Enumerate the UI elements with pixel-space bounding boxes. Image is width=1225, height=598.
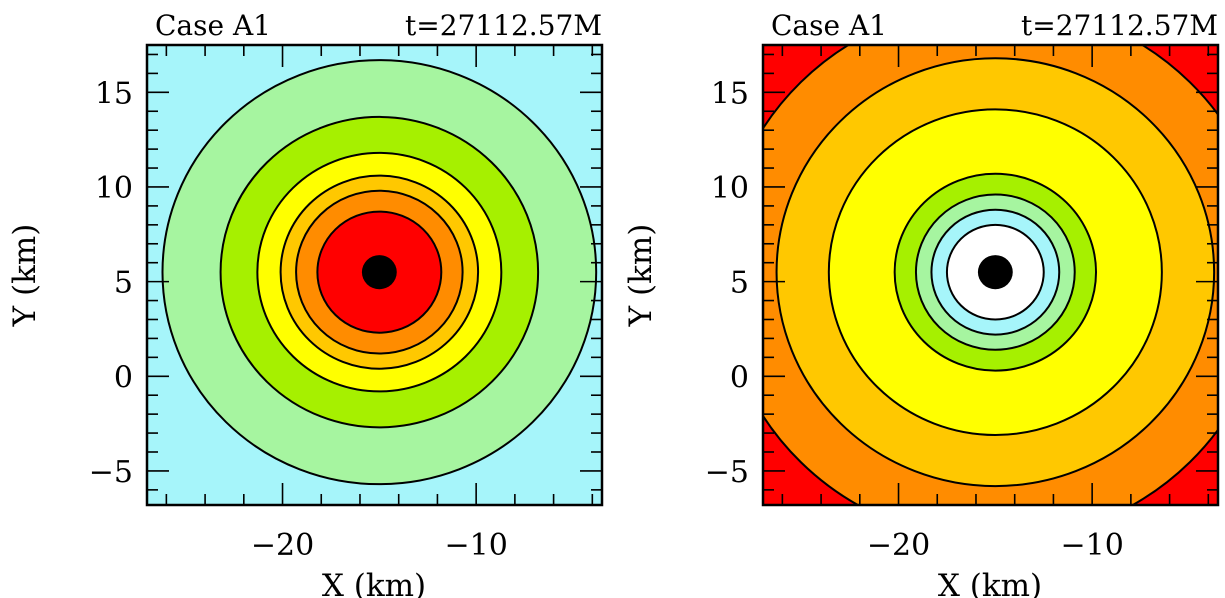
right-y-tick-label: 0: [730, 360, 749, 395]
right-panel-title-case: Case A1: [771, 9, 887, 42]
right-panel: Case A1 t=27112.57M −20 −10 −5 0 5 10 15 X (km…: [623, 9, 1220, 598]
right-x-tick-label: −20: [867, 528, 930, 563]
right-y-tick-label: 15: [711, 76, 749, 111]
right-plot-area: [763, 45, 1218, 505]
right-axis-ticks: [763, 45, 1218, 505]
left-y-tick-label: 5: [114, 266, 133, 301]
left-black-hole-core: [361, 255, 397, 290]
left-plot-area: [147, 45, 602, 505]
right-x-axis-label: X (km): [938, 568, 1042, 598]
right-y-axis-label: Y (km): [623, 224, 659, 328]
left-y-axis-label: Y (km): [7, 224, 43, 328]
left-x-tick-label: −10: [444, 528, 507, 563]
left-y-tick-label: −5: [89, 455, 133, 490]
left-axis-tick-labels: −20 −10 −5 0 5 10 15: [89, 76, 508, 563]
left-plot-frame: [145, 43, 604, 507]
right-x-tick-label: −10: [1060, 528, 1123, 563]
left-y-tick-label: 15: [95, 76, 133, 111]
right-axis-tick-labels: −20 −10 −5 0 5 10 15: [705, 76, 1124, 563]
right-y-tick-label: −5: [705, 455, 749, 490]
left-panel: Case A1 t=27112.57M −20 −10 −5 0 5 10 15 X (km…: [7, 9, 604, 598]
right-panel-title-time: t=27112.57M: [1021, 9, 1218, 42]
right-plot-frame: [761, 43, 1220, 507]
left-y-tick-label: 10: [95, 171, 133, 206]
right-black-hole-core: [977, 255, 1013, 290]
left-panel-title-time: t=27112.57M: [405, 9, 602, 42]
right-y-tick-label: 5: [730, 266, 749, 301]
left-y-tick-label: 0: [114, 360, 133, 395]
left-axis-ticks: [147, 45, 602, 505]
left-x-axis-label: X (km): [322, 568, 426, 598]
left-x-tick-label: −20: [251, 528, 314, 563]
left-panel-title-case: Case A1: [155, 9, 271, 42]
right-y-tick-label: 10: [711, 171, 749, 206]
